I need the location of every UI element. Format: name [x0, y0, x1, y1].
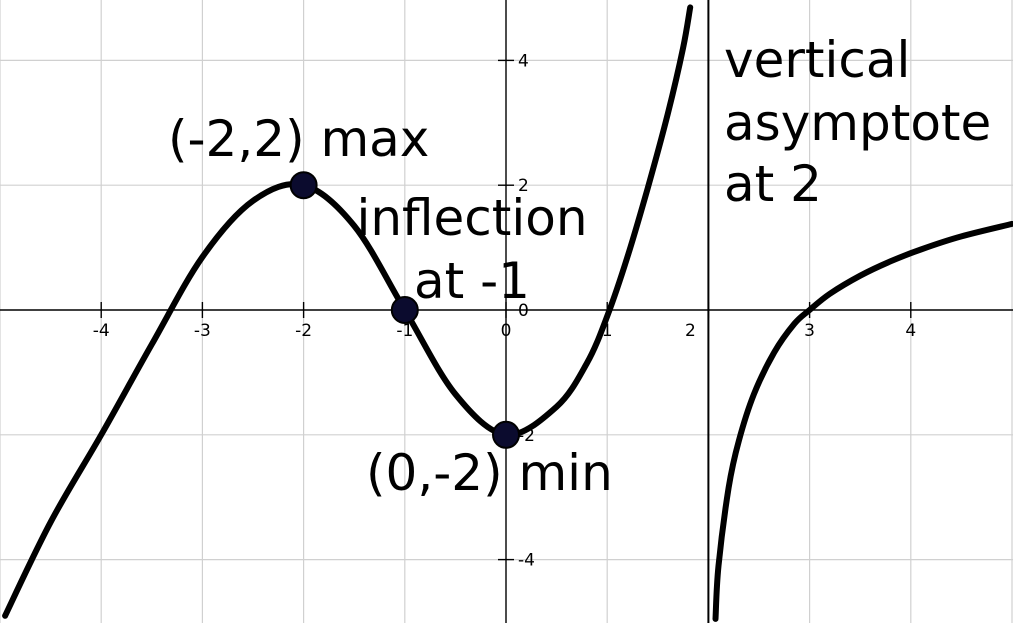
inflection-point [390, 296, 419, 324]
x-tick-label: -3 [194, 321, 211, 341]
curve-right-branch [712, 220, 1013, 622]
x-tick-label: 0 [501, 321, 512, 341]
y-tick-label: 4 [518, 51, 529, 71]
x-tick-label: -4 [93, 321, 110, 341]
inflection-annotation-line1: inflection [356, 189, 587, 247]
x-tick-label: 4 [905, 321, 916, 341]
asymptote-annotation-line2: asymptote [724, 94, 991, 152]
curves [2, 4, 1013, 622]
asymptote-annotation-line1: vertical [724, 31, 910, 89]
asymptote-annotation-line3: at 2 [724, 155, 822, 213]
y-tick-label: 2 [518, 176, 529, 196]
x-tick-label: 2 [685, 321, 696, 341]
x-tick-label: -1 [396, 321, 413, 341]
x-tick-label: -2 [295, 321, 312, 341]
inflection-annotation-line2: at -1 [414, 252, 530, 310]
key-points [289, 171, 520, 449]
x-tick-label: 1 [602, 321, 613, 341]
min-annotation: (0,-2) min [366, 444, 613, 502]
y-tick-label: -4 [518, 551, 535, 571]
y-tick-label: 0 [518, 301, 529, 321]
max-annotation: (-2,2) max [168, 110, 429, 168]
curve-left-branch [2, 4, 694, 619]
min-point [492, 420, 520, 449]
x-tick-label: 3 [804, 321, 815, 341]
max-point [289, 171, 318, 200]
